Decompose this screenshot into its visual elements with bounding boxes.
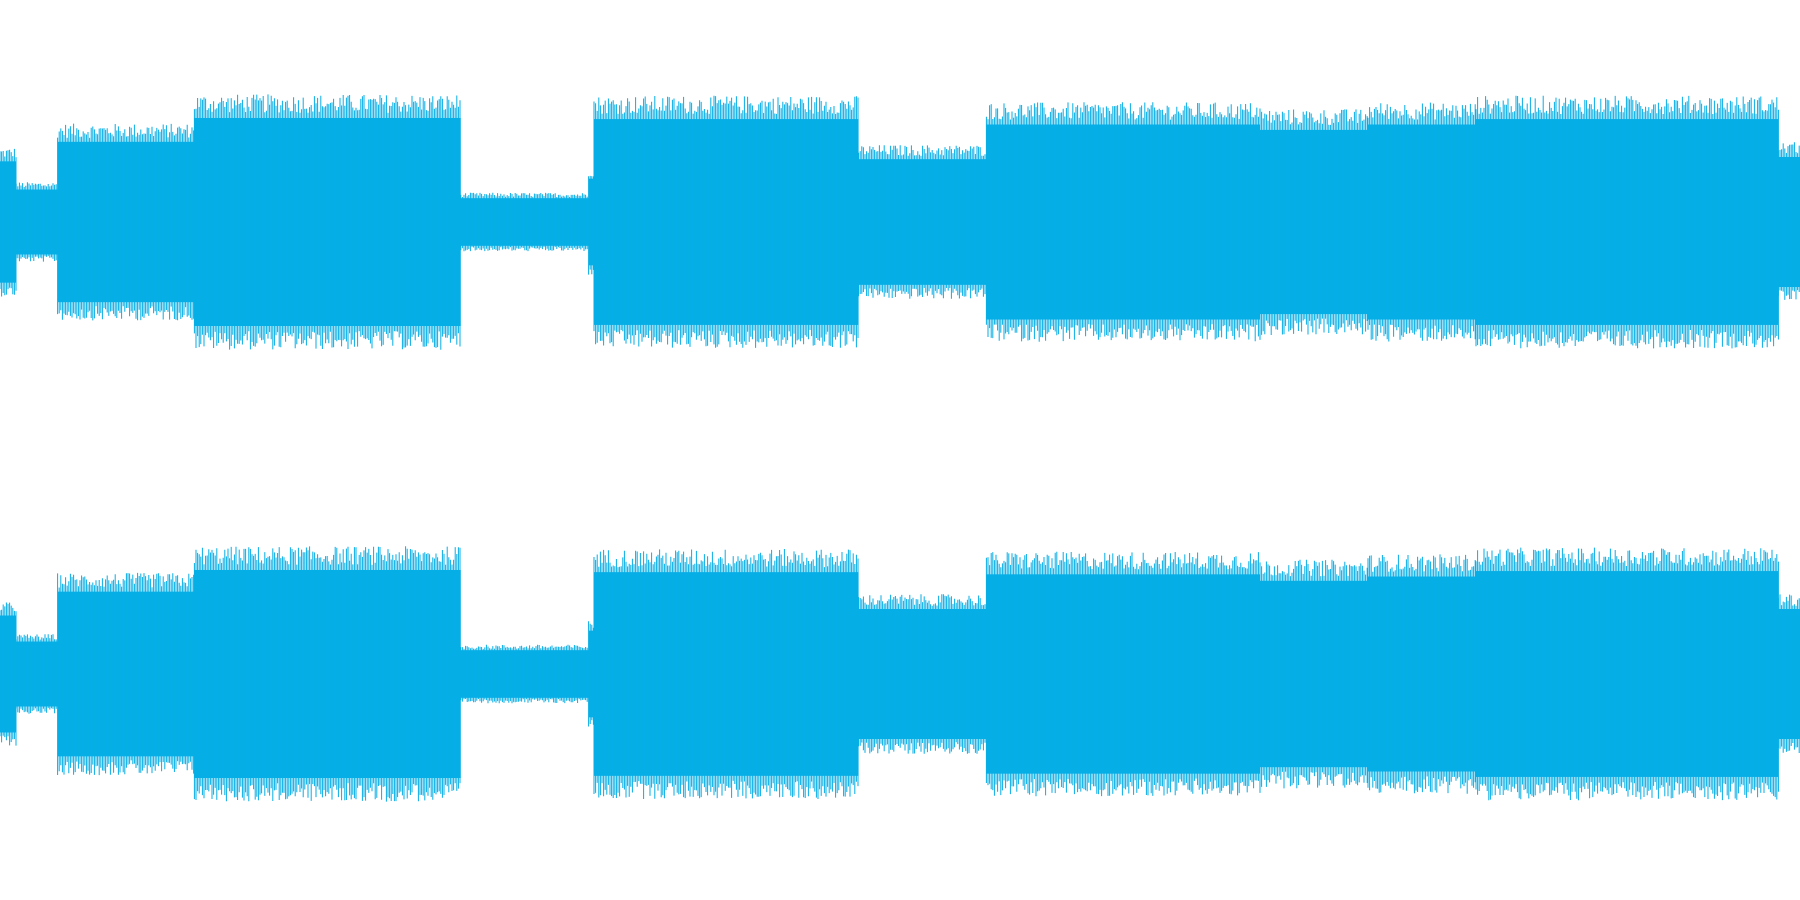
waveform-segment <box>1476 571 1779 777</box>
waveform-peaks <box>0 602 17 746</box>
waveform-peaks <box>1259 109 1368 335</box>
waveform-peaks <box>985 102 1261 342</box>
waveform-peaks <box>985 551 1261 797</box>
waveform-peaks <box>193 94 461 350</box>
waveform-peaks <box>1259 559 1368 789</box>
waveform-peaks <box>193 546 461 802</box>
waveform-peaks <box>460 192 588 252</box>
waveform-peaks <box>1367 102 1476 342</box>
waveform-peaks <box>1475 547 1779 801</box>
waveform-peaks <box>593 549 859 799</box>
waveform-peaks <box>1475 95 1779 349</box>
waveform-peaks <box>588 175 594 275</box>
waveform-channel-1 <box>0 94 1800 350</box>
waveform-peaks <box>460 644 588 704</box>
waveform-peaks <box>588 621 594 727</box>
waveform-peaks <box>15 634 57 714</box>
waveform-segment <box>986 574 1260 774</box>
waveform-peaks <box>57 123 195 321</box>
waveform-peaks <box>1777 594 1800 753</box>
waveform-peaks <box>858 594 986 754</box>
waveform-channel-2 <box>0 546 1800 802</box>
waveform-peaks <box>15 182 57 262</box>
waveform-segment <box>986 124 1260 320</box>
waveform-peaks <box>1777 142 1800 300</box>
waveform-peaks <box>593 95 859 348</box>
waveform-segment <box>1476 119 1779 325</box>
waveform-peaks <box>57 572 195 776</box>
waveform-peaks <box>1367 554 1476 794</box>
waveform-peaks <box>0 148 17 297</box>
waveform-peaks <box>858 145 986 299</box>
